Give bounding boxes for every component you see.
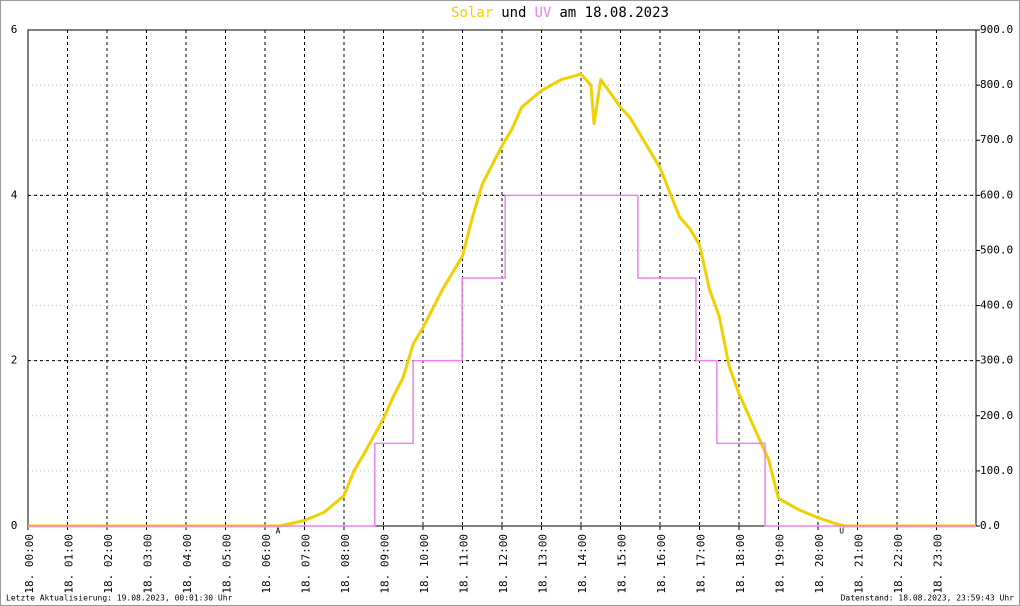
x-tick-label: 18. 15:00 <box>616 534 629 594</box>
x-tick-label: 18. 08:00 <box>339 534 352 594</box>
x-tick-label: 18. 21:00 <box>853 534 866 594</box>
y-tick-label: 2 <box>11 354 18 367</box>
title-part: UV <box>535 5 552 21</box>
y2-tick-label: 400.0 <box>980 299 1013 312</box>
series-line <box>28 194 976 527</box>
y-tick-label: 4 <box>11 188 18 201</box>
chart-title: Solar und UV am 18.08.2023 <box>451 5 669 21</box>
x-tick-label: 18. 11:00 <box>458 534 471 594</box>
title-part: am 18.08.2023 <box>559 5 669 21</box>
y2-tick-label: 600.0 <box>980 188 1013 201</box>
x-tick-label: 18. 05:00 <box>221 534 234 594</box>
x-tick-label: 18. 17:00 <box>695 534 708 594</box>
x-tick-label: 18. 10:00 <box>418 534 431 594</box>
x-tick-label: 18. 23:00 <box>932 534 945 594</box>
series-line <box>28 72 976 528</box>
y2-tick-label: 200.0 <box>980 409 1013 422</box>
x-tick-label: 18. 12:00 <box>497 534 510 594</box>
x-tick-label: 18. 13:00 <box>537 534 550 594</box>
title-part: und <box>501 5 526 21</box>
x-tick-label: 18. 01:00 <box>63 534 76 594</box>
y-tick-label: 6 <box>11 23 18 36</box>
plot-border <box>27 29 977 527</box>
y2-tick-label: 300.0 <box>980 354 1013 367</box>
x-tick-label: 18. 19:00 <box>774 534 787 594</box>
x-tick-label: 18. 06:00 <box>260 534 273 594</box>
y2-tick-label: 900.0 <box>980 23 1013 36</box>
annotation: A <box>276 527 281 536</box>
y2-tick-label: 100.0 <box>980 464 1013 477</box>
x-tick-label: 18. 02:00 <box>102 534 115 594</box>
x-tick-label: 18. 18:00 <box>734 534 747 594</box>
x-tick-label: 18. 20:00 <box>813 534 826 594</box>
y2-tick-label: 800.0 <box>980 78 1013 91</box>
x-tick-label: 18. 14:00 <box>576 534 589 594</box>
title-part: Solar <box>451 5 493 21</box>
y2-tick-label: 0.0 <box>980 519 1000 532</box>
x-tick-label: 18. 09:00 <box>379 534 392 594</box>
annotation: U <box>839 527 844 536</box>
x-tick-label: 18. 07:00 <box>300 534 313 594</box>
y-tick-label: 0 <box>11 519 18 532</box>
y2-tick-label: 500.0 <box>980 243 1013 256</box>
y2-tick-label: 700.0 <box>980 133 1013 146</box>
footer-left: Letzte Aktualisierung: 19.08.2023, 00:01… <box>6 594 233 603</box>
footer-right: Datenstand: 18.08.2023, 23:59:43 Uhr <box>841 594 1015 603</box>
x-tick-label: 18. 16:00 <box>655 534 668 594</box>
x-tick-label: 18. 04:00 <box>181 534 194 594</box>
x-tick-label: 18. 22:00 <box>892 534 905 594</box>
x-tick-label: 18. 00:00 <box>23 534 36 594</box>
x-tick-label: 18. 03:00 <box>142 534 155 594</box>
